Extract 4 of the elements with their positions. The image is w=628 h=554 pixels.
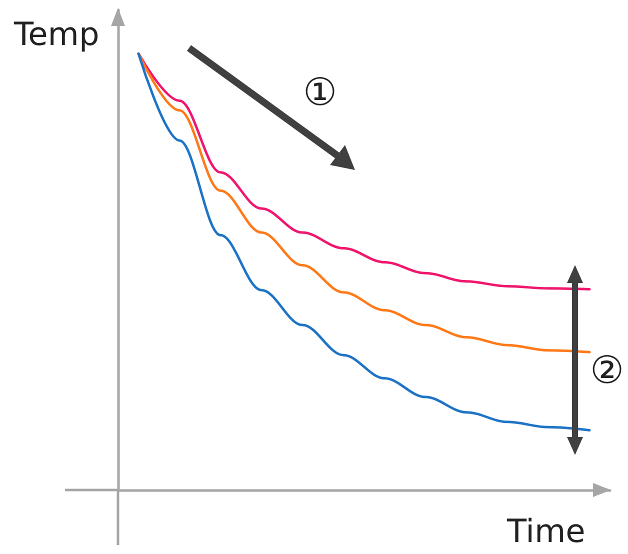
x-axis-title: Time [506,512,586,550]
y-axis-title: Temp [13,15,100,53]
annotation: ② [590,348,624,392]
annotation: ① [302,70,338,114]
